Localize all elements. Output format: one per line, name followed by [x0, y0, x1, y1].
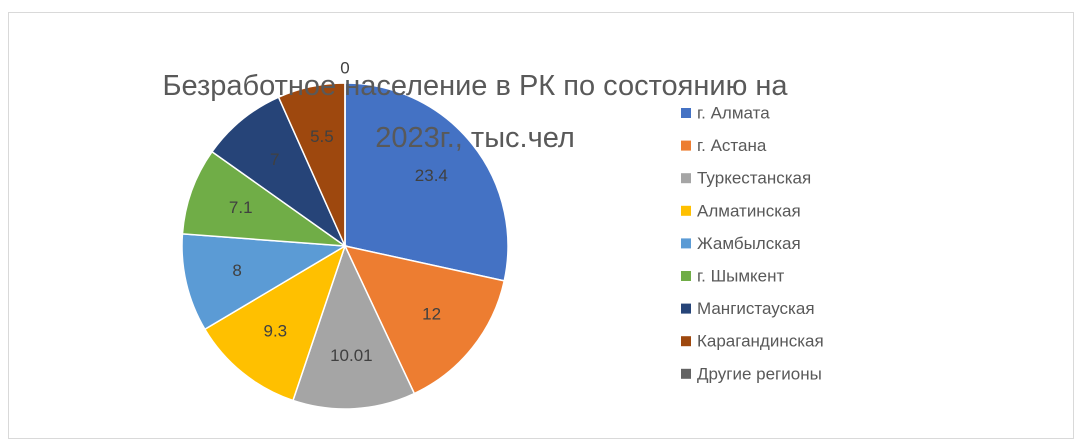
legend-swatch — [681, 238, 691, 249]
pie-slice — [181, 233, 348, 331]
chart-frame — [8, 12, 1074, 439]
data-label: 5.5 — [310, 127, 334, 146]
legend-swatch — [681, 368, 691, 379]
legend-swatch — [681, 271, 691, 281]
legend-swatch — [681, 205, 691, 216]
pie-slice — [203, 244, 347, 402]
data-label: 12 — [422, 305, 441, 324]
legend-label: г. Алмата — [697, 103, 770, 122]
legend-swatch — [681, 303, 691, 314]
legend-label: Карагандинская — [697, 332, 824, 351]
data-label: 8 — [232, 261, 241, 280]
data-label: 23.4 — [415, 166, 448, 185]
pie-slice — [181, 150, 348, 247]
pie-slice — [292, 243, 416, 410]
pie-slice — [343, 244, 506, 395]
legend-label: Жамбылская — [697, 234, 801, 253]
legend-label: Туркестанская — [697, 169, 811, 188]
legend-label: г. Астана — [697, 136, 767, 155]
pie-slice — [210, 96, 347, 249]
data-label: 0 — [340, 58, 349, 77]
data-label: 7.1 — [229, 198, 253, 217]
pie-slice — [344, 82, 509, 282]
legend-swatch — [681, 336, 691, 347]
legend-swatch — [681, 108, 691, 118]
legend-label: Мангистауская — [697, 299, 815, 318]
legend-swatch — [681, 140, 691, 151]
data-label: 7 — [270, 150, 279, 169]
data-label: 9.3 — [264, 322, 288, 341]
legend-label: Другие регионы — [697, 364, 822, 383]
legend-label: Алматинская — [697, 201, 801, 220]
data-label: 10.01 — [330, 346, 373, 365]
legend-swatch — [681, 173, 691, 184]
legend-label: г. Шымкент — [697, 266, 785, 285]
